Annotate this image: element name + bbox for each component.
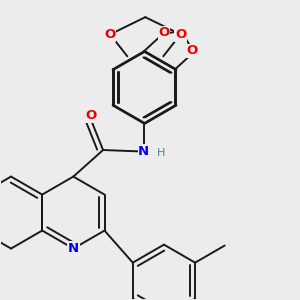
Text: N: N (68, 242, 79, 255)
Text: H: H (157, 148, 165, 158)
Text: N: N (138, 145, 149, 158)
Text: O: O (187, 44, 198, 57)
Text: O: O (85, 109, 96, 122)
Text: O: O (104, 28, 116, 41)
Text: O: O (158, 26, 170, 39)
Text: O: O (175, 28, 186, 41)
